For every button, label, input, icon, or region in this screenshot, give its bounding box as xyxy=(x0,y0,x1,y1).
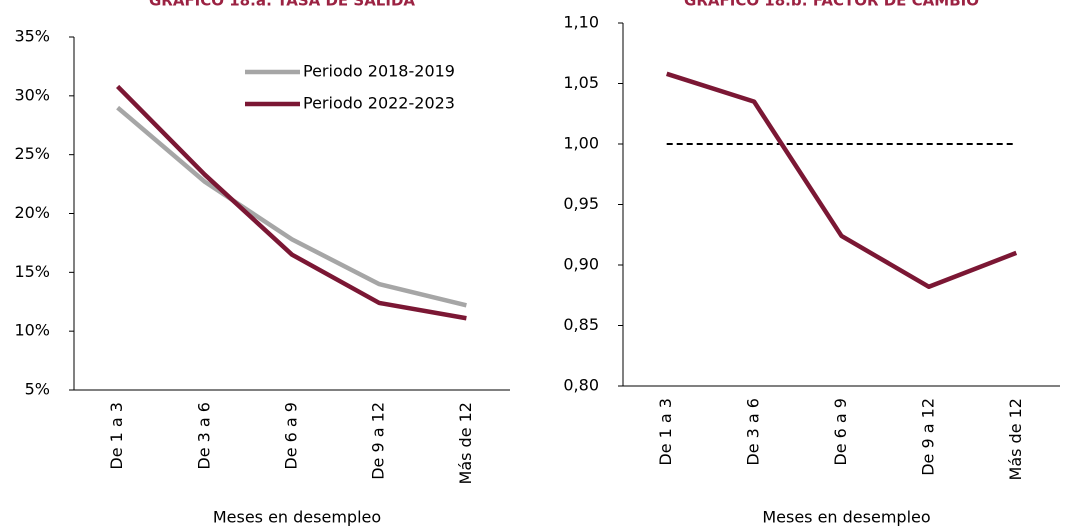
y-tick-label: 0,95 xyxy=(563,194,599,213)
y-tick-label: 15% xyxy=(14,262,50,281)
y-tick-label: 25% xyxy=(14,144,50,163)
data-line xyxy=(116,105,467,308)
x-tick-label: Más de 12 xyxy=(456,402,475,484)
x-tick-label: De 6 a 9 xyxy=(831,398,850,466)
x-tick-label: De 9 a 12 xyxy=(369,402,388,480)
legend-label: Periodo 2022-2023 xyxy=(303,94,455,113)
legend-label: Periodo 2018-2019 xyxy=(303,62,455,81)
y-tick-label: 35% xyxy=(14,27,50,46)
y-tick-label: 10% xyxy=(14,321,50,340)
x-axis-title: Meses en desempleo xyxy=(762,508,930,527)
y-tick-label: 0,80 xyxy=(563,376,599,395)
data-line xyxy=(115,84,467,321)
x-tick-label: De 9 a 12 xyxy=(918,398,937,476)
y-tick-label: 1,05 xyxy=(563,73,599,92)
x-axis-title: Meses en desempleo xyxy=(213,508,381,527)
y-tick-label: 0,90 xyxy=(563,255,599,274)
y-tick-label: 1,10 xyxy=(563,13,599,32)
y-tick-label: 20% xyxy=(14,203,50,222)
x-tick-label: Más de 12 xyxy=(1006,398,1025,480)
x-tick-label: De 1 a 3 xyxy=(656,398,675,466)
y-tick-label: 30% xyxy=(14,85,50,104)
y-tick-label: 1,00 xyxy=(563,134,599,153)
x-tick-label: De 3 a 6 xyxy=(744,398,763,466)
chart-title: GRÁFICO 18.a: TASA DE SALIDA xyxy=(149,0,415,10)
x-tick-label: De 1 a 3 xyxy=(107,402,126,470)
y-tick-label: 0,85 xyxy=(563,315,599,334)
x-tick-label: De 6 a 9 xyxy=(282,402,301,470)
chart-title: GRÁFICO 18.b: FACTOR DE CAMBIO xyxy=(684,0,979,10)
y-tick-label: 5% xyxy=(25,380,50,399)
x-tick-label: De 3 a 6 xyxy=(194,402,213,470)
data-line xyxy=(666,71,1018,290)
